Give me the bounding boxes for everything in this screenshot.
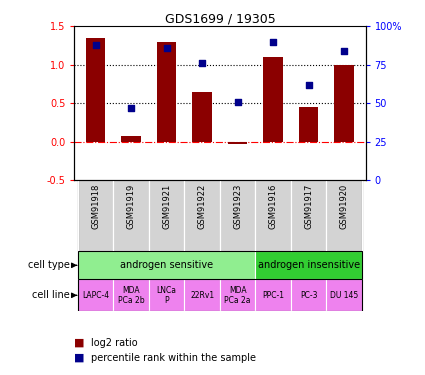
Text: GSM91922: GSM91922 <box>198 184 207 229</box>
Bar <box>299 107 318 142</box>
Bar <box>184 279 220 311</box>
Bar <box>149 279 184 311</box>
Bar <box>291 180 326 251</box>
Text: PPC-1: PPC-1 <box>262 291 284 300</box>
Text: PC-3: PC-3 <box>300 291 317 300</box>
Bar <box>291 279 326 311</box>
Text: LAPC-4: LAPC-4 <box>82 291 109 300</box>
Text: cell line: cell line <box>32 290 70 300</box>
Bar <box>149 180 184 251</box>
Bar <box>113 180 149 251</box>
Point <box>199 60 206 66</box>
Bar <box>78 279 113 311</box>
Bar <box>255 279 291 311</box>
Text: DU 145: DU 145 <box>330 291 358 300</box>
Text: 22Rv1: 22Rv1 <box>190 291 214 300</box>
Text: GSM91916: GSM91916 <box>269 184 278 229</box>
Point <box>305 82 312 88</box>
Text: ■: ■ <box>74 338 85 348</box>
Text: LNCa
P: LNCa P <box>157 286 177 305</box>
Bar <box>334 64 354 142</box>
Bar <box>122 136 141 142</box>
Text: GSM91923: GSM91923 <box>233 184 242 229</box>
Text: GSM91918: GSM91918 <box>91 184 100 229</box>
Text: log2 ratio: log2 ratio <box>91 338 138 348</box>
Text: androgen insensitive: androgen insensitive <box>258 260 360 270</box>
Text: percentile rank within the sample: percentile rank within the sample <box>91 353 256 363</box>
Bar <box>326 180 362 251</box>
Point <box>92 42 99 48</box>
Bar <box>78 180 113 251</box>
Text: MDA
PCa 2a: MDA PCa 2a <box>224 286 251 305</box>
Bar <box>255 251 362 279</box>
Point <box>341 48 348 54</box>
Text: GSM91919: GSM91919 <box>127 184 136 229</box>
Text: GSM91917: GSM91917 <box>304 184 313 229</box>
Bar <box>157 42 176 142</box>
Bar <box>184 180 220 251</box>
Bar <box>86 38 105 142</box>
Bar <box>113 279 149 311</box>
Bar <box>326 279 362 311</box>
Bar <box>220 279 255 311</box>
Bar <box>255 180 291 251</box>
Point <box>234 99 241 105</box>
Text: ■: ■ <box>74 353 85 363</box>
Bar <box>220 180 255 251</box>
Text: cell type: cell type <box>28 260 70 270</box>
Text: MDA
PCa 2b: MDA PCa 2b <box>118 286 144 305</box>
Text: GSM91921: GSM91921 <box>162 184 171 229</box>
Bar <box>228 142 247 144</box>
Point <box>163 45 170 51</box>
Title: GDS1699 / 19305: GDS1699 / 19305 <box>164 12 275 25</box>
Text: androgen sensitive: androgen sensitive <box>120 260 213 270</box>
Bar <box>264 57 283 142</box>
Text: GSM91920: GSM91920 <box>340 184 348 229</box>
Point <box>128 105 135 111</box>
Bar <box>193 92 212 142</box>
Bar <box>78 251 255 279</box>
Point <box>270 39 277 45</box>
